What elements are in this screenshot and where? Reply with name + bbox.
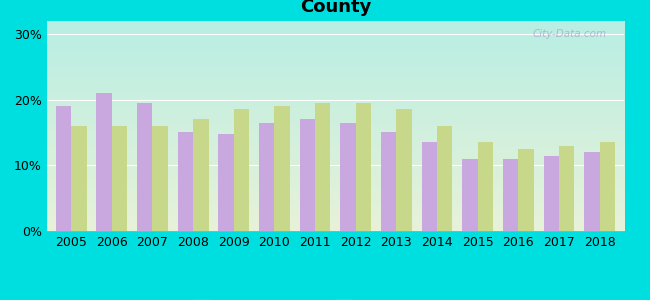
Bar [137,103,152,231]
Bar [503,159,518,231]
Bar [234,110,249,231]
Bar [96,93,112,231]
Bar [56,106,71,231]
Bar [315,103,330,231]
Bar [274,106,290,231]
Bar [543,155,559,231]
Bar [300,119,315,231]
Bar [381,133,396,231]
Bar [422,142,437,231]
Bar [152,126,168,231]
Bar [559,146,575,231]
Bar [340,123,356,231]
Bar [462,159,478,231]
Bar [259,123,274,231]
Bar [396,110,412,231]
Bar [177,133,193,231]
Bar [599,142,615,231]
Bar [518,149,534,231]
Bar [71,126,86,231]
Bar [193,119,209,231]
Bar [478,142,493,231]
Title: 18-64 population without health insurance coverage in Boone
County: 18-64 population without health insuranc… [23,0,648,16]
Legend: Boone County, Missouri average: Boone County, Missouri average [188,294,483,300]
Bar [437,126,452,231]
Text: City-Data.com: City-Data.com [532,29,606,39]
Bar [112,126,127,231]
Bar [218,134,234,231]
Bar [356,103,371,231]
Bar [584,152,599,231]
